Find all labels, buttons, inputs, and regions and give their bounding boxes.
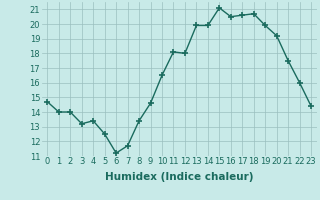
X-axis label: Humidex (Indice chaleur): Humidex (Indice chaleur)	[105, 172, 253, 182]
